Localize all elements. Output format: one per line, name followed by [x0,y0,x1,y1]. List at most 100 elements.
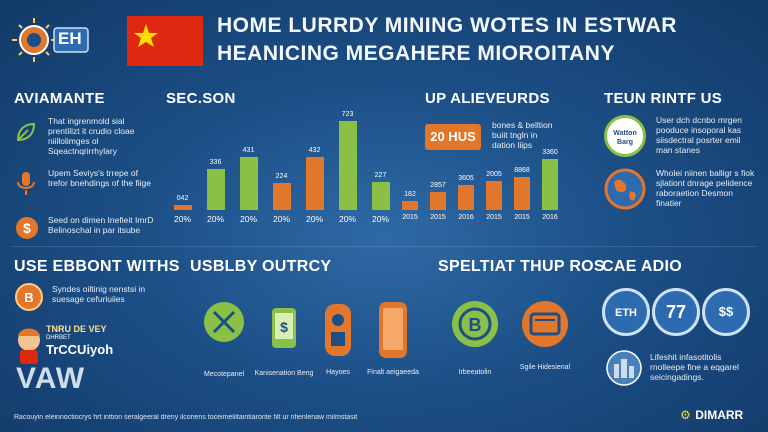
bar [206,169,225,210]
dollar-icon: $ [16,217,38,239]
logo-line-2: DHRBET [46,335,71,341]
bottom-left-logo: TNRU DE VEY DHRBET TrCCUiyoh VAW [12,322,142,404]
x-tick-label: 2015 [514,214,530,221]
leaf-icon [16,122,36,142]
crypto-coin-text: ETH [615,307,637,319]
microphone-icon [17,172,35,195]
bottom-mid-icon-label: Mecotepanel [203,371,245,378]
logo-line-3: TrCCUiyoh [46,342,114,357]
brand-text: DIMARR [695,408,744,422]
bar [338,121,357,210]
bottom-left-item-text: Syndes oiltinig nenstsi in suesage cefur… [52,284,146,304]
x-tick-label: 20% [206,214,224,224]
x-tick-label: 20% [173,214,191,224]
bar [514,177,530,210]
crypto-coin-1: ETH [602,288,650,336]
bar [371,182,390,210]
x-tick-label: 20% [305,214,323,224]
bottom-center-icon-1: B Irbeeatolin [444,298,506,376]
svg-text:$: $ [23,220,31,236]
bottom-center-icon-2: Sgile Hidesienal [514,298,576,372]
bottom-mid-icon-2: $ Kanisenation Beng [254,306,314,378]
svg-text:B: B [469,315,482,335]
bar-value-label: 432 [308,147,321,154]
badge-circle-text: Watton Barg [613,130,637,146]
bottom-mid-icon-3: Hayoes [316,300,360,376]
crypto-coin-3: $$ [702,288,750,336]
bar [458,185,474,210]
x-tick-label: 20% [338,214,356,224]
bottom-right-heading: CAE ADIO [602,258,683,275]
bottom-center-heading: SPELTIAT THUP ROS [438,258,605,275]
bottom-right-item: Lifeshit infasotitolis rnolleepe fine a … [606,350,762,390]
logo-line-4: VAW [16,362,86,395]
x-tick-label: 20% [371,214,389,224]
section-divider [10,246,758,247]
bar [486,181,502,210]
left-panel-item-1: That ingrenmold sial prentilizt it crudi… [14,116,154,160]
chart2-badge-text: 20 HUS [430,129,476,144]
chart2-badge: 20 HUS [425,124,481,150]
bar [542,159,558,210]
right-panel-item-2: Wholei niinen balligr s fiok sjlationt d… [604,168,760,216]
crypto-coin-2: 77 [652,288,700,336]
bar-value-label: 227 [374,172,387,179]
chart2-x-axis: 2015 2015 2016 2015 2015 2016 [396,214,566,228]
bottom-center-icon-label: Irbeeatolin [458,369,492,376]
x-tick-label: 2016 [542,214,558,221]
x-tick-label: 20% [272,214,290,224]
svg-text:B: B [24,290,33,305]
bottom-left-item: B Syndes oiltinig nenstsi in suesage cef… [14,282,174,318]
left-panel-heading: AVIAMANTE [14,90,105,107]
chart1-plot: 042 336 431 224 432 723 227 [166,100,396,210]
gear-icon: ⚙ [680,408,691,422]
chart1-x-axis: 20% 20% 20% 20% 20% 20% 20% [166,214,396,228]
crypto-coin-text: 77 [665,302,687,322]
badge-circle: Watton Barg [604,115,646,157]
chart2-description: bones & belltion buiit tngln in dation l… [492,120,553,150]
left-panel-item-text: Seed on dimen Inefieit ImrD Belinoschal … [48,215,154,235]
wallet-icon [522,301,568,347]
miner-icon [325,304,351,356]
bar [239,157,258,210]
bottom-mid-icon-1: Mecotepanel [196,300,252,378]
bottom-mid-icon-label: Hayoes [326,369,350,376]
logo-text: EH [58,29,82,48]
mascot-icon [18,328,40,364]
bar-value-label: 042 [176,195,189,202]
crypto-coin-text: $$ [718,304,734,319]
page-title-line-2: HEANICING MEGAHERE MIOROITANY [217,42,615,65]
bottom-mid-icon-label: Finalt aeigaeeda [367,369,419,376]
brand-mark: ⚙ DIMARR [680,406,743,424]
bottom-center-icon-label: Sgile Hidesienal [519,364,571,371]
coin-icon: B [15,283,43,311]
bar-value-label: 2857 [430,182,446,189]
flag-star-icon [134,24,158,47]
chart1-heading: SEC.SON [166,90,236,107]
left-panel-item-2: Upem Seviys's trrepe of trefor bnehdings… [14,168,154,208]
globe-icon [604,168,646,210]
left-panel-item-3: $ Seed on dimen Inefieit ImrD Belinoscha… [14,215,154,255]
phone-icon [379,302,407,358]
page-title-line-1: HOME LURRDY MINING WOTES IN ESTWAR [217,14,677,37]
bar [305,157,324,210]
bar-value-label: 224 [275,173,288,180]
bitcoin-icon: B [452,301,498,347]
x-tick-label: 20% [239,214,257,224]
bar [430,192,446,210]
left-panel-item-text: That ingrenmold sial prentilizt it crudi… [48,116,135,156]
bottom-right-item-text: Lifeshit infasotitolis rnolleepe fine a … [650,352,739,382]
bar [272,183,291,210]
left-panel-item-text: Upem Seviys's trrepe of trefor bnehdings… [48,168,152,188]
bar-value-label: 182 [404,191,416,198]
sun-logo-icon [12,18,89,62]
right-panel-item-text: User dch dcnbo mrgen pooduce insoporal k… [656,115,742,155]
bottom-mid-heading: USBLBY OUTRCY [190,258,332,275]
footer-text: Racouyin eleinnoctiocrys hrt inttion ser… [14,414,358,421]
bar-value-label: 3360 [542,149,558,156]
phone-dollar-icon: $ [272,308,296,348]
china-flag [127,16,203,66]
x-tick-label: 2015 [402,214,418,221]
logo-line-1: TNRU DE VEY [46,324,107,334]
bar-value-label: 2005 [486,171,502,178]
